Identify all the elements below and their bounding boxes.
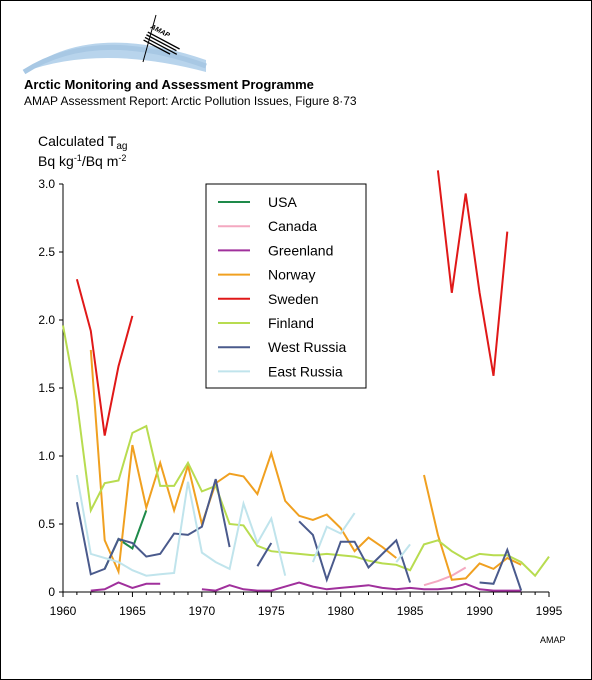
logo-line-2 (146, 34, 177, 52)
x-tick-label: 1960 (50, 604, 77, 618)
series-line-greenland (201, 581, 522, 592)
legend-label-sweden: Sweden (268, 291, 319, 307)
series-line-west-russia (75, 478, 231, 576)
series-east-russia (75, 474, 411, 577)
logo-line-1 (147, 31, 180, 50)
x-tick-label: 1990 (466, 604, 493, 618)
y-tick-label: 2.0 (38, 313, 55, 327)
y-axis-title: Calculated Tag (38, 133, 127, 152)
series-canada (423, 566, 467, 587)
series-layer (62, 170, 550, 592)
logo-line-3 (144, 36, 178, 55)
series-sweden (75, 170, 509, 436)
y-axis-units-exp2: -2 (118, 153, 126, 163)
series-line-norway (423, 474, 522, 581)
series-line-east-russia (75, 474, 287, 577)
series-line-greenland (90, 581, 161, 592)
y-tick-label: 1.5 (38, 381, 55, 395)
y-axis-units-exp1: -1 (74, 153, 82, 163)
x-tick-label: 1980 (327, 604, 354, 618)
y-tick-label: 3.0 (38, 177, 55, 191)
legend-label-greenland: Greenland (268, 242, 333, 258)
legend-label-usa: USA (268, 194, 297, 210)
y-tick-label: 0 (48, 585, 55, 599)
series-line-finland (62, 325, 550, 578)
series-line-west-russia (256, 542, 273, 567)
amap-logo: AMAP (22, 14, 207, 75)
y-axis-units-part2: /Bq m (82, 153, 119, 169)
header-subtitle: AMAP Assessment Report: Arctic Pollution… (24, 94, 357, 108)
series-greenland (90, 581, 522, 592)
legend: USA Canada Greenland Norway Sweden Finland Wes… (205, 183, 367, 389)
amap-credit: AMAP (540, 635, 566, 645)
logo-line-4 (143, 39, 171, 55)
legend-box (205, 183, 367, 389)
y-axis-title-sub: ag (116, 141, 127, 152)
x-tick-label: 1970 (189, 604, 216, 618)
series-line-east-russia (395, 543, 411, 563)
x-tick-label: 1965 (119, 604, 146, 618)
legend-label-east-russia: East Russia (268, 363, 343, 379)
legend-label-norway: Norway (268, 267, 315, 283)
legend-label-canada: Canada (268, 218, 317, 234)
legend-label-finland: Finland (268, 315, 314, 331)
series-line-sweden (436, 170, 509, 376)
y-axis-title-main: Calculated T (38, 133, 117, 149)
series-finland (62, 325, 550, 578)
y-axis-units-part1: Bq kg (38, 153, 74, 169)
header-title: Arctic Monitoring and Assessment Program… (24, 77, 314, 92)
series-line-canada (423, 566, 467, 587)
logo-arc-stroke (22, 45, 207, 75)
y-tick-label: 2.5 (38, 245, 55, 259)
legend-label-west-russia: West Russia (268, 339, 347, 355)
axes: 0 0.5 1.0 1.5 2.0 2.5 3.0 1960 1965 1970 1975 1980 1… (38, 177, 562, 618)
series-line-west-russia (479, 546, 523, 591)
x-tick-label: 1995 (536, 604, 563, 618)
series-line-east-russia (311, 512, 356, 563)
y-tick-label: 1.0 (38, 449, 55, 463)
y-axis-units: Bq kg-1/Bq m-2 (38, 153, 126, 169)
series-line-sweden (75, 278, 134, 436)
x-tick-label: 1975 (258, 604, 285, 618)
logo-slash (142, 14, 157, 63)
series-line-norway (89, 349, 397, 576)
y-tick-label: 0.5 (38, 517, 55, 531)
x-tick-label: 1985 (397, 604, 424, 618)
